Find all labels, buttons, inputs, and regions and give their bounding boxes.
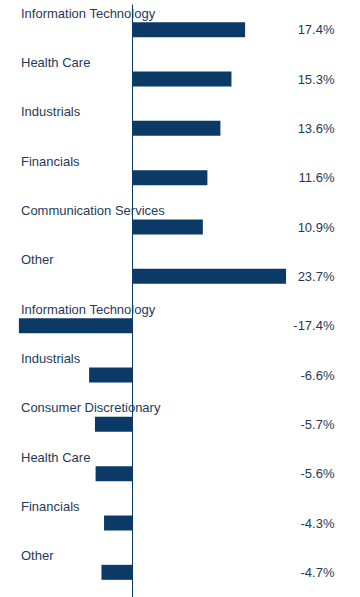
svg-text:10.9%: 10.9%	[298, 220, 335, 235]
svg-text:-5.6%: -5.6%	[301, 466, 335, 481]
svg-text:-4.3%: -4.3%	[301, 516, 335, 531]
svg-text:-5.7%: -5.7%	[301, 417, 335, 432]
svg-text:Industrials: Industrials	[21, 351, 81, 366]
svg-text:-4.7%: -4.7%	[301, 565, 335, 580]
svg-text:Industrials: Industrials	[21, 104, 81, 119]
svg-text:Information Technology: Information Technology	[21, 302, 156, 317]
svg-text:Consumer Discretionary: Consumer Discretionary	[21, 400, 161, 415]
svg-text:Financials: Financials	[21, 154, 80, 169]
svg-text:11.6%: 11.6%	[299, 170, 335, 185]
svg-text:23.7%: 23.7%	[298, 269, 335, 284]
svg-text:17.4%: 17.4%	[298, 22, 335, 37]
svg-text:Other: Other	[21, 548, 54, 563]
svg-text:Communication Services: Communication Services	[21, 203, 165, 218]
svg-text:Information Technology: Information Technology	[21, 6, 156, 21]
svg-text:13.6%: 13.6%	[298, 121, 335, 136]
svg-text:Financials: Financials	[21, 499, 80, 514]
svg-text:Health Care: Health Care	[21, 450, 90, 465]
svg-text:Health Care: Health Care	[21, 55, 90, 70]
svg-text:Other: Other	[21, 252, 54, 267]
svg-text:-6.6%: -6.6%	[301, 368, 335, 383]
svg-text:15.3%: 15.3%	[298, 72, 335, 87]
svg-text:-17.4%: -17.4%	[293, 318, 335, 333]
